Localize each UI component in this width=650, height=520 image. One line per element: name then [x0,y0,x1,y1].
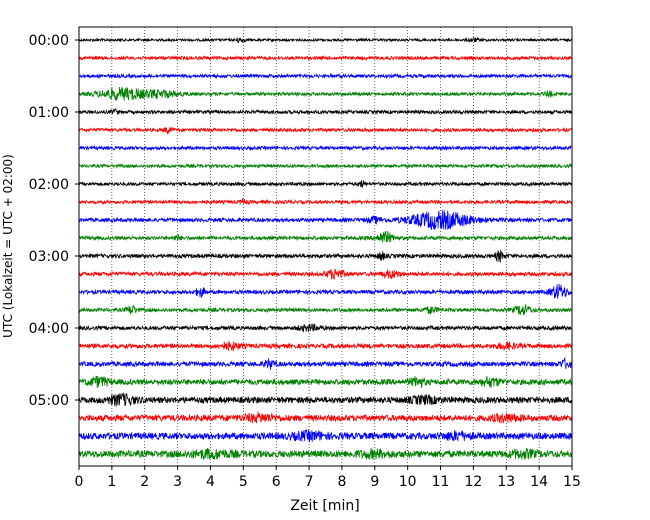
trace-20 [78,392,573,407]
y-axis-label: UTC (Lokalzeit = UTC + 02:00) [1,154,15,338]
x-tick-label: 15 [563,474,581,490]
y-tick-label: 04:00 [29,321,69,337]
x-axis-label: Zeit [min] [290,498,359,514]
trace-12 [78,249,573,263]
y-tick-label: 05:00 [29,393,69,409]
trace-15 [78,304,573,316]
trace-11 [78,230,573,243]
trace-6 [78,144,573,152]
x-tick-label: 2 [140,474,149,490]
x-tick-label: 8 [337,474,346,490]
traces-group [78,36,573,460]
trace-14 [78,283,573,299]
x-tick-label: 4 [206,474,215,490]
x-tick-label: 0 [75,474,84,490]
x-axis: 0 1 2 3 4 5 6 7 8 9 10 11 12 13 14 15 [75,466,581,490]
trace-23 [78,447,573,460]
x-tick-label: 7 [305,474,314,490]
trace-13 [78,268,573,280]
trace-1 [78,54,573,62]
y-tick-label: 01:00 [29,105,69,121]
x-tick-label: 6 [272,474,281,490]
trace-2 [78,72,573,80]
trace-16 [78,323,573,333]
trace-7 [78,162,573,170]
x-tick-label: 9 [370,474,379,490]
x-tick-label: 1 [107,474,116,490]
y-tick-label: 03:00 [29,249,69,265]
trace-5 [78,126,573,135]
trace-10 [78,209,573,231]
x-tick-label: 13 [497,474,515,490]
x-tick-label: 14 [530,474,548,490]
trace-0 [78,36,573,44]
x-tick-label: 10 [399,474,417,490]
trace-22 [78,429,573,443]
grid-lines [111,27,540,466]
trace-9 [78,198,573,206]
x-tick-label: 11 [432,474,450,490]
trace-19 [78,375,573,389]
x-tick-label: 5 [239,474,248,490]
trace-3 [78,86,573,102]
y-tick-label: 00:00 [29,33,69,49]
x-tick-label: 3 [173,474,182,490]
x-tick-label: 12 [464,474,482,490]
plot-frame [78,26,573,467]
trace-17 [78,340,573,352]
trace-21 [78,411,573,424]
y-tick-label: 02:00 [29,177,69,193]
trace-4 [78,108,573,116]
trace-8 [78,180,573,188]
trace-18 [78,356,573,370]
y-axis: 00:00 01:00 02:00 03:00 04:00 05:00 [29,33,79,409]
